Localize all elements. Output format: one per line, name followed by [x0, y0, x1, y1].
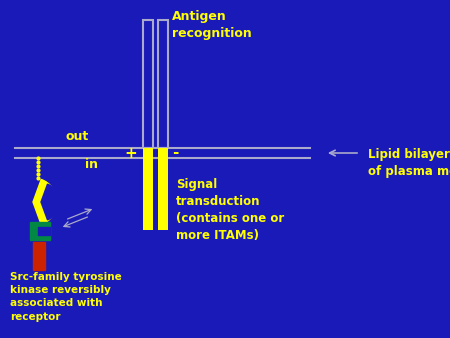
Text: +: +: [125, 145, 137, 161]
Wedge shape: [33, 179, 57, 224]
Text: -: -: [172, 145, 178, 161]
Bar: [158, 158, 168, 230]
Bar: [158, 148, 168, 158]
Bar: [38, 227, 50, 235]
Text: Antigen
recognition: Antigen recognition: [172, 10, 252, 40]
Text: in: in: [85, 159, 98, 171]
Text: Src-family tyrosine
kinase reversibly
associated with
receptor: Src-family tyrosine kinase reversibly as…: [10, 272, 122, 321]
Text: Signal
transduction
(contains one or
more ITAMs): Signal transduction (contains one or mor…: [176, 178, 284, 242]
Text: Lipid bilayer
of plasma membrane: Lipid bilayer of plasma membrane: [368, 148, 450, 178]
Bar: [30, 222, 50, 240]
Text: out: out: [65, 130, 88, 144]
Wedge shape: [41, 184, 60, 220]
Bar: [143, 158, 153, 230]
Bar: [143, 20, 153, 148]
Bar: [33, 242, 45, 270]
Bar: [158, 20, 168, 148]
Bar: [143, 148, 153, 158]
